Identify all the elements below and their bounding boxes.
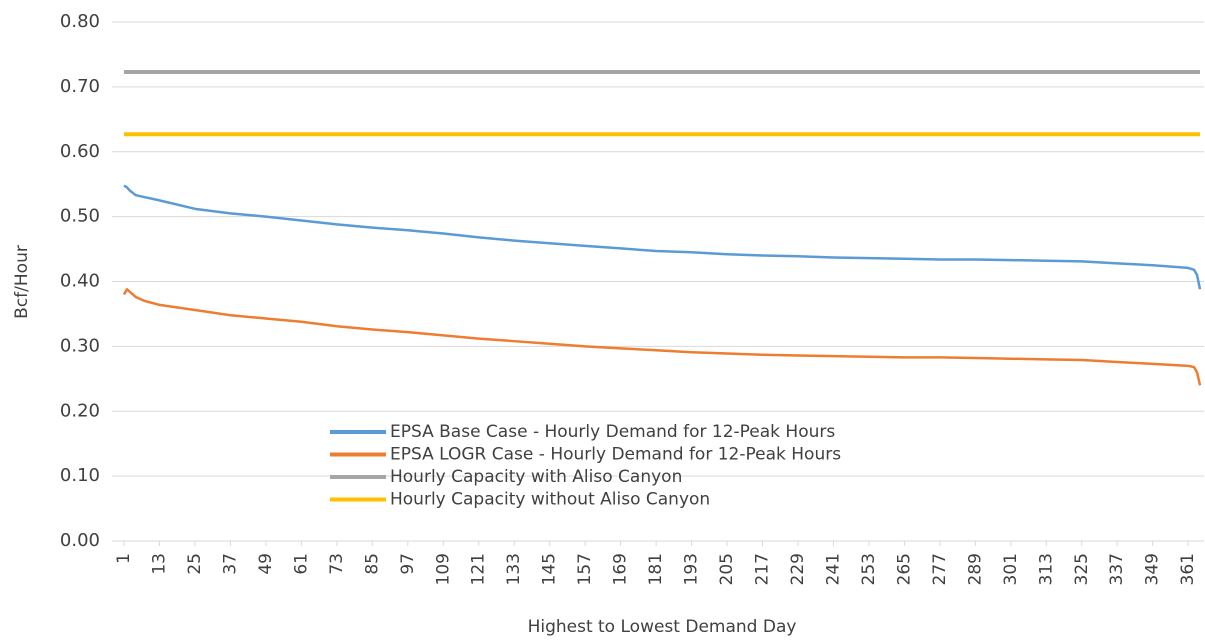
x-tick-label: 25	[185, 553, 205, 575]
legend-label: EPSA Base Case - Hourly Demand for 12-Pe…	[390, 422, 835, 442]
legend-label: Hourly Capacity without Aliso Canyon	[390, 490, 710, 510]
x-tick-label: 313	[1036, 553, 1056, 585]
x-tick-label: 85	[362, 553, 382, 575]
x-tick-label: 349	[1143, 553, 1163, 585]
x-tick-label: 325	[1072, 553, 1092, 585]
x-tick-label: 301	[1001, 553, 1021, 585]
y-tick-label: 0.40	[60, 271, 100, 292]
x-tick-label: 229	[788, 553, 808, 585]
y-tick-label: 0.50	[60, 206, 100, 227]
x-tick-label: 13	[149, 553, 169, 575]
x-tick-label: 241	[823, 553, 843, 585]
x-tick-label: 289	[965, 553, 985, 585]
x-tick-label: 169	[611, 553, 631, 585]
x-tick-label: 1	[114, 553, 134, 564]
x-tick-label: 145	[540, 553, 560, 585]
series-line	[123, 184, 1202, 290]
x-tick-label: 253	[859, 553, 879, 585]
y-tick-label: 0.30	[60, 335, 100, 356]
x-tick-label: 217	[753, 553, 773, 585]
x-tick-label: 181	[646, 553, 666, 585]
x-tick-label: 265	[894, 553, 914, 585]
y-tick-label: 0.20	[60, 400, 100, 421]
x-tick-label: 361	[1178, 553, 1198, 585]
x-tick-label: 121	[469, 553, 489, 585]
x-tick-label: 61	[291, 553, 311, 575]
x-tick-label: 133	[504, 553, 524, 585]
x-tick-label: 193	[682, 553, 702, 585]
x-tick-label: 73	[327, 553, 347, 575]
y-tick-label: 0.60	[60, 141, 100, 162]
legend-label: EPSA LOGR Case - Hourly Demand for 12-Pe…	[390, 445, 841, 465]
x-tick-label: 157	[575, 553, 595, 585]
y-tick-label: 0.10	[60, 465, 100, 486]
legend-label: Hourly Capacity with Aliso Canyon	[390, 467, 682, 487]
y-tick-label: 0.70	[60, 76, 100, 97]
y-tick-label: 0.80	[60, 11, 100, 32]
x-tick-label: 49	[256, 553, 276, 575]
x-tick-label: 205	[717, 553, 737, 585]
x-tick-label: 337	[1107, 553, 1127, 585]
x-tick-label: 97	[398, 553, 418, 575]
x-tick-label: 37	[220, 553, 240, 575]
x-tick-label: 277	[930, 553, 950, 585]
series-line	[122, 288, 1202, 386]
y-axis-label: Bcf/Hour	[12, 245, 32, 319]
y-tick-label: 0.00	[60, 530, 100, 551]
x-axis-label: Highest to Lowest Demand Day	[528, 617, 797, 637]
x-tick-label: 109	[433, 553, 453, 585]
